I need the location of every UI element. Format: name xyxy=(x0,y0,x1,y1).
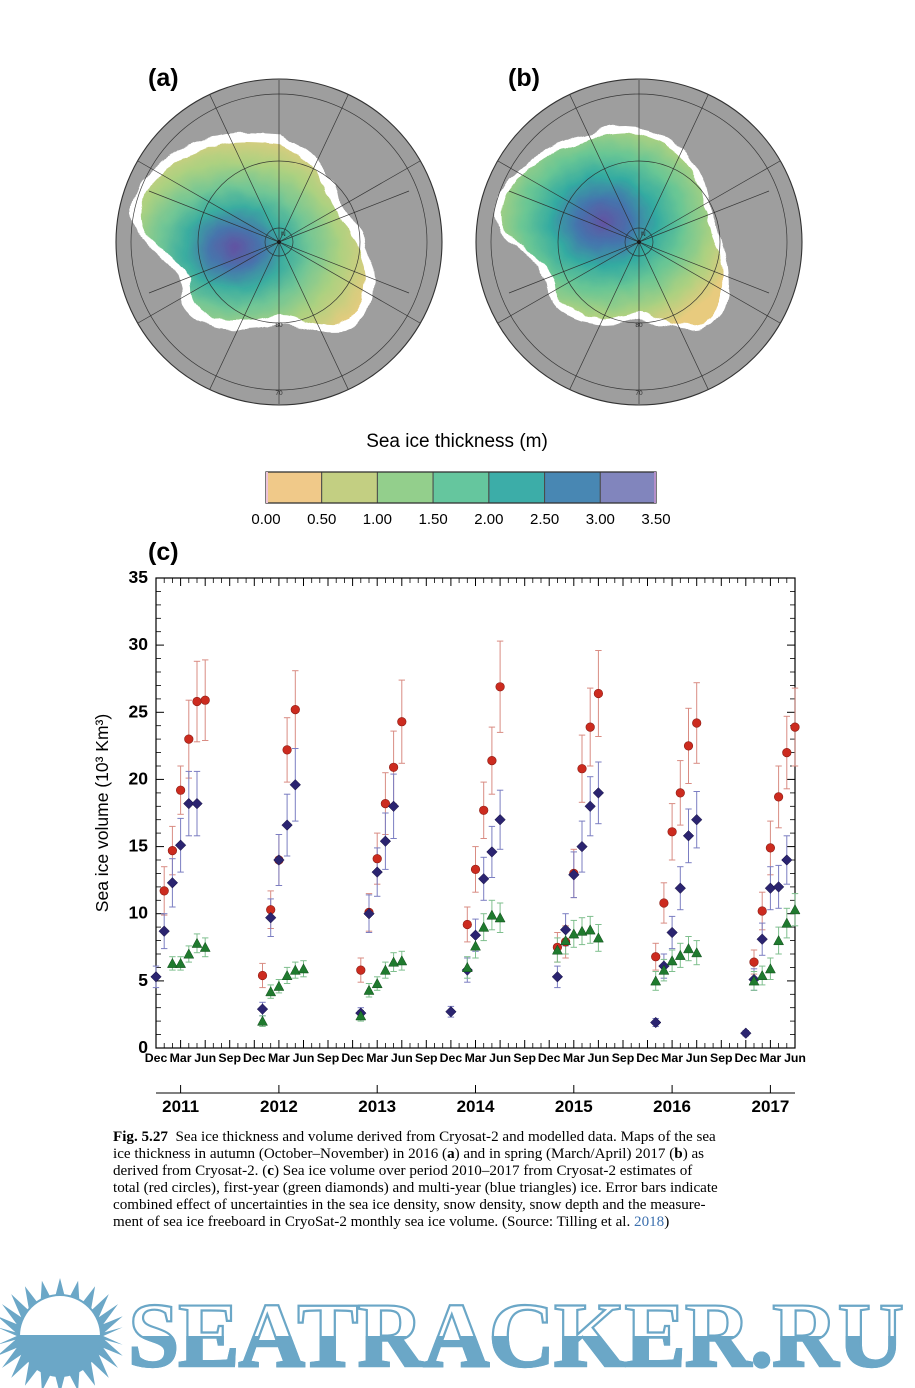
svg-text:2015: 2015 xyxy=(555,1097,593,1116)
svg-text:80: 80 xyxy=(275,322,283,329)
svg-text:2011: 2011 xyxy=(162,1097,199,1116)
svg-text:Sep: Sep xyxy=(218,1051,241,1065)
svg-text:Jun: Jun xyxy=(391,1051,413,1065)
svg-text:Jun: Jun xyxy=(784,1051,806,1065)
svg-text:2017: 2017 xyxy=(751,1097,789,1116)
svg-text:20: 20 xyxy=(129,768,149,788)
svg-text:2014: 2014 xyxy=(457,1097,495,1116)
svg-text:35: 35 xyxy=(129,567,149,587)
svg-text:Mar: Mar xyxy=(661,1051,683,1065)
svg-text:Mar: Mar xyxy=(759,1051,781,1065)
svg-text:Sep: Sep xyxy=(710,1051,733,1065)
svg-text:Sep: Sep xyxy=(513,1051,536,1065)
svg-text:10: 10 xyxy=(129,903,149,923)
svg-text:0.00: 0.00 xyxy=(251,511,280,528)
svg-text:(c): (c) xyxy=(148,538,179,566)
svg-text:15: 15 xyxy=(129,836,149,856)
svg-text:Jun: Jun xyxy=(489,1051,511,1065)
svg-text:70: 70 xyxy=(275,390,283,397)
svg-text:1.50: 1.50 xyxy=(418,511,447,528)
svg-text:Mar: Mar xyxy=(268,1051,290,1065)
svg-text:2.50: 2.50 xyxy=(530,511,559,528)
svg-text:3.50: 3.50 xyxy=(641,511,670,528)
svg-text:Jun: Jun xyxy=(686,1051,708,1065)
svg-text:Sep: Sep xyxy=(612,1051,635,1065)
svg-text:2.00: 2.00 xyxy=(474,511,503,528)
svg-text:Mar: Mar xyxy=(170,1051,192,1065)
svg-text:Mar: Mar xyxy=(563,1051,585,1065)
svg-text:Sea ice volume (10³ Km³): Sea ice volume (10³ Km³) xyxy=(92,714,112,912)
svg-text:Dec: Dec xyxy=(636,1051,659,1065)
svg-text:5: 5 xyxy=(138,970,148,990)
svg-text:1.00: 1.00 xyxy=(363,511,392,528)
svg-text:30: 30 xyxy=(129,634,149,654)
svg-text:Sep: Sep xyxy=(415,1051,438,1065)
svg-text:Mar: Mar xyxy=(366,1051,388,1065)
svg-text:0.50: 0.50 xyxy=(307,511,336,528)
svg-text:N: N xyxy=(281,231,286,238)
svg-text:25: 25 xyxy=(129,701,149,721)
svg-text:Sep: Sep xyxy=(317,1051,340,1065)
svg-text:80: 80 xyxy=(635,322,643,329)
svg-text:Dec: Dec xyxy=(243,1051,266,1065)
svg-text:Dec: Dec xyxy=(538,1051,561,1065)
svg-text:Jun: Jun xyxy=(587,1051,609,1065)
svg-text:Sea ice thickness (m): Sea ice thickness (m) xyxy=(366,431,548,452)
svg-text:2012: 2012 xyxy=(260,1097,298,1116)
svg-text:Dec: Dec xyxy=(341,1051,364,1065)
svg-text:Jun: Jun xyxy=(293,1051,315,1065)
svg-text:2016: 2016 xyxy=(653,1097,691,1116)
svg-text:3.00: 3.00 xyxy=(586,511,615,528)
svg-text:Mar: Mar xyxy=(465,1051,487,1065)
svg-text:Dec: Dec xyxy=(735,1051,758,1065)
svg-text:Dec: Dec xyxy=(440,1051,463,1065)
svg-text:2013: 2013 xyxy=(358,1097,396,1116)
svg-text:70: 70 xyxy=(635,390,643,397)
svg-text:Jun: Jun xyxy=(194,1051,216,1065)
svg-text:Dec: Dec xyxy=(145,1051,168,1065)
svg-text:N: N xyxy=(641,231,646,238)
